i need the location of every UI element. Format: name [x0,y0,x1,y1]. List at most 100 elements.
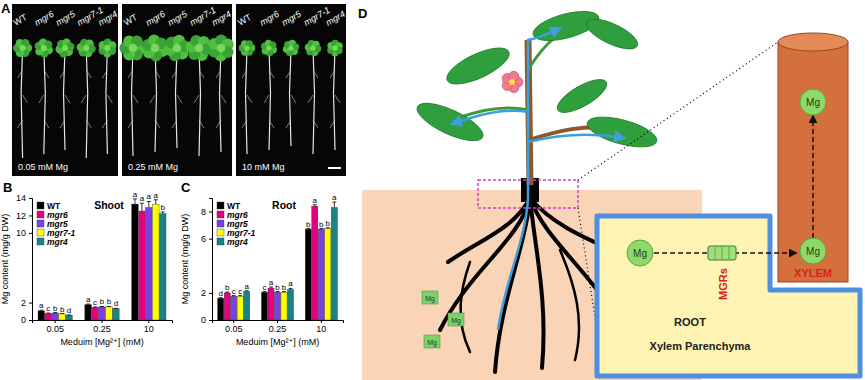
significance-letter: a [140,194,145,203]
legend-swatch [37,202,44,209]
rosette-center [195,44,204,53]
rosette-center [41,45,47,51]
bar [218,298,224,320]
lateral-root [242,120,247,128]
leaf [582,13,641,55]
genotype-label: mgr5 [280,8,304,27]
y-tick-mark [209,212,212,213]
x-tick-label: 10 [316,324,326,334]
mg-ion [800,238,826,264]
y-axis: 02101214 [16,193,33,325]
significance-letter: a [269,278,274,287]
lateral-root [242,70,247,78]
legend: WTmgr6mgr5mgr7-1mgr4 [217,201,256,247]
lateral-root [330,120,335,128]
lateral-root [133,95,138,103]
lateral-root [102,120,107,128]
photo: WTmgr6mgr5mgr7-1mgr410 mM Mg [236,4,347,176]
y-tick: 8 [201,207,212,217]
bar [45,313,52,320]
x-tick-label: 0.25 [269,324,287,334]
genotype-label: mgr5 [54,8,78,27]
error-bar [269,287,273,288]
genotype-label: WT [122,12,140,28]
x-tick-mark [148,320,149,323]
error-bar-stem [155,200,156,204]
scale-bar [328,167,341,169]
bar [92,307,99,320]
photo-background [122,4,232,176]
rosette-center [266,45,271,50]
bar [224,293,230,320]
significance-letter: a [313,196,318,205]
condition-label: 0.05 mM Mg [18,162,68,172]
transporter-label: MGRs [717,268,729,300]
chart-title: Shoot [94,199,124,211]
root [64,48,66,150]
lateral-root [23,95,28,103]
lateral-root [335,95,340,103]
root [21,48,23,158]
error-bar [147,201,151,207]
legend-label: mgr4 [47,237,68,247]
lateral-root [221,95,226,103]
lateral-root [44,120,49,128]
significance-letter: a [288,279,293,288]
significance-letter: c [232,287,236,296]
bar [287,290,293,321]
lateral-root [128,70,133,78]
lateral-root [247,95,252,103]
transporter [708,246,736,260]
y-tick: 12 [16,211,32,221]
y-tick-mark [29,303,32,304]
x-tick-label: 0.05 [225,324,243,334]
soil-ion-label: Mg [451,317,461,325]
soil-ion [424,335,440,348]
y-tick-mark [29,215,32,216]
lateral-root [86,120,91,128]
photo: WTmgr6mgr5mgr7-1mgr40.05 mM Mg [12,4,120,176]
x-tick: 0.05 [225,320,243,334]
x-tick: 10 [316,320,326,334]
bar [52,313,59,320]
error-bar [154,200,158,204]
lateral-root [264,95,269,103]
significance-letter: b [107,297,112,306]
rosette-center [310,45,315,50]
genotype-label: mgr6 [258,9,281,28]
condition-label: 0.25 mM Mg [128,162,178,172]
lateral-root [18,120,23,128]
lateral-root [44,70,49,78]
bar [85,305,92,320]
y-tick-label: 0 [21,315,26,325]
bar [99,307,106,320]
lateral-root [155,70,160,78]
root [176,48,178,148]
bar [312,206,318,320]
photo: WTmgr6mgr5mgr7-1mgr40.25 mM Mg [119,4,233,176]
lateral-root [199,120,204,128]
x-tick-mark [277,320,278,323]
significance-letter: b [53,304,58,313]
x-axis-line [213,321,344,324]
y-tick: 0 [21,315,32,325]
zoom-line [578,208,597,330]
bar [237,296,243,320]
legend-swatch [37,238,44,245]
plot-area [38,199,166,320]
lateral-root [128,120,133,128]
y-axis-title: Mg content (mg/g DW) [180,214,190,305]
root-label: ROOT [674,316,706,328]
lateral-root [155,120,160,128]
xylem-top [778,33,848,51]
lateral-root [172,120,177,128]
genotype-label: mgr6 [144,9,167,28]
y-axis-line [29,199,33,321]
x-axis-title: Meduim [Mg²⁺] (mM) [236,337,319,347]
leaf [584,111,660,153]
significance-letter: b [225,283,230,292]
flower-center [509,79,515,85]
bar-chart: dcbbaacbbcbbaaa02680.050.2510Meduim [Mg²… [180,180,344,347]
y-tick-label: 6 [201,234,206,244]
bar-chart: aaaccabbabbaddb021012140.050.2510Meduim … [0,180,173,347]
